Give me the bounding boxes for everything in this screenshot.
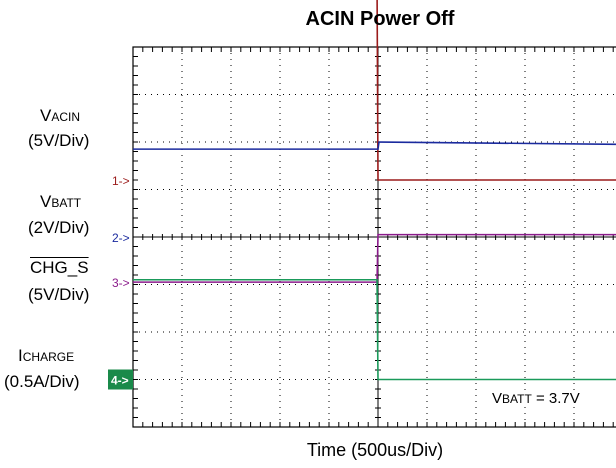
ch4-marker: 4-> xyxy=(111,374,129,388)
trace-vbatt xyxy=(133,141,616,150)
chart-title: ACIN Power Off xyxy=(305,8,455,30)
label-vbatt-scale: (2V/Div) xyxy=(28,218,90,237)
vbatt-note: VBATT = 3.7V xyxy=(490,390,582,407)
label-icharge-scale: (0.5A/Div) xyxy=(4,372,80,391)
trace-icharge xyxy=(133,278,616,381)
label-vbatt: VBATT xyxy=(40,192,82,211)
x-axis-label: Time (500us/Div) xyxy=(306,440,444,460)
label-icharge: ICHARGE xyxy=(18,346,75,365)
trace-vacin xyxy=(376,0,616,181)
ch1-marker: 1-> xyxy=(112,174,130,188)
trace-chg_s xyxy=(133,233,616,283)
ch3-marker: 3-> xyxy=(112,276,130,290)
label-vacin-scale: (5V/Div) xyxy=(28,131,90,150)
label-chg-s-scale: (5V/Div) xyxy=(28,285,90,304)
ch2-marker: 2-> xyxy=(112,231,130,245)
ch4-marker-bg xyxy=(108,369,133,390)
label-vacin: VACIN xyxy=(40,106,81,125)
label-chg-s: CHG_S xyxy=(30,258,89,277)
